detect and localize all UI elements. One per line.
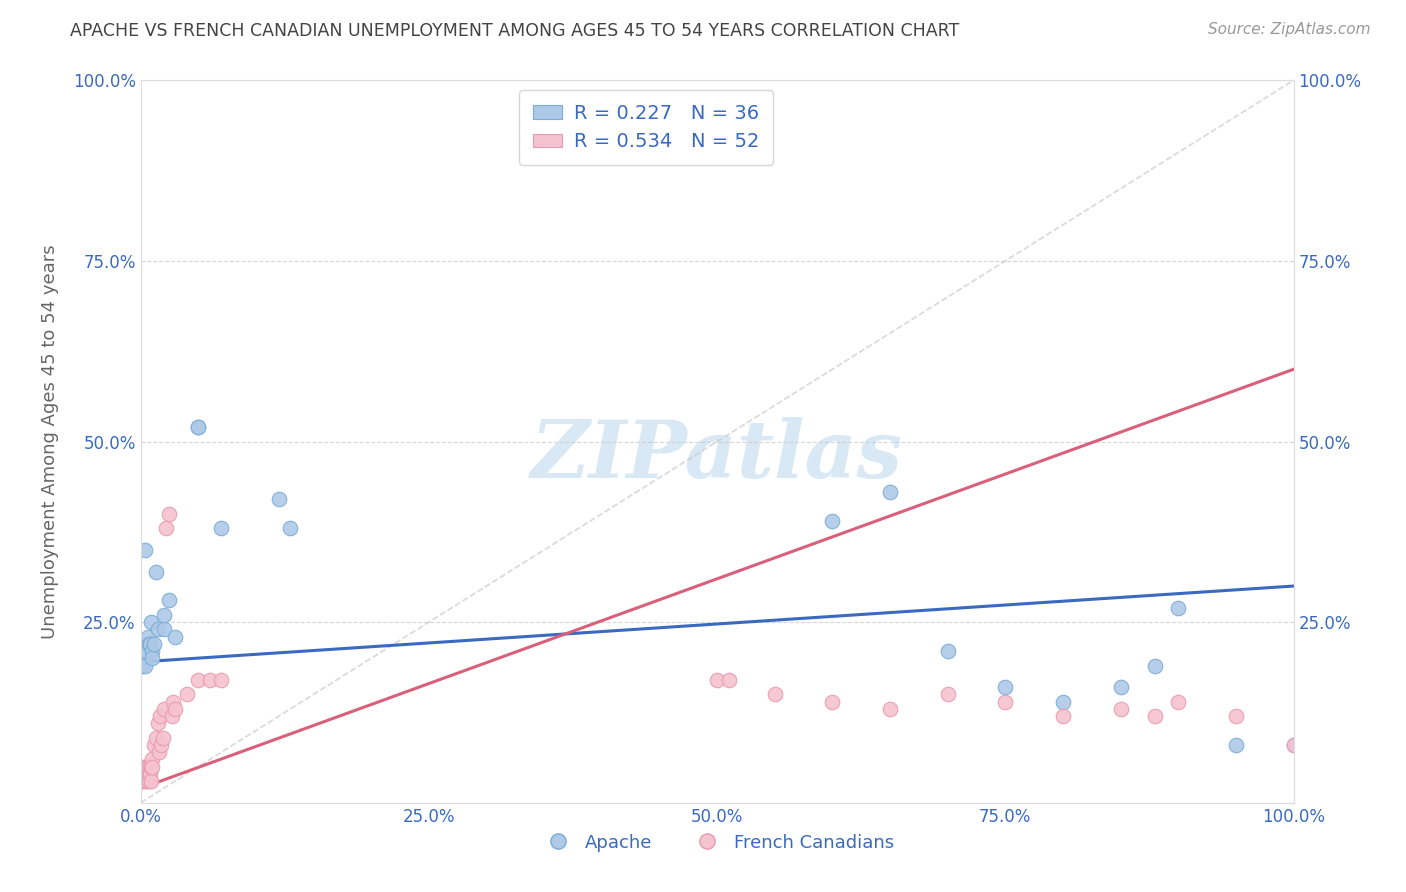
Point xyxy=(936,687,959,701)
Point xyxy=(994,680,1017,694)
Point xyxy=(155,521,177,535)
Point xyxy=(129,774,152,789)
Point xyxy=(1282,738,1305,752)
Point xyxy=(1225,709,1247,723)
Point xyxy=(209,521,232,535)
Point xyxy=(187,420,209,434)
Point xyxy=(143,637,166,651)
Point xyxy=(1109,702,1132,716)
Point xyxy=(131,774,153,789)
Point xyxy=(138,637,160,651)
Point xyxy=(134,760,156,774)
Point xyxy=(879,485,901,500)
Point xyxy=(209,673,232,687)
Point xyxy=(165,630,187,644)
Point xyxy=(139,615,162,630)
Text: APACHE VS FRENCH CANADIAN UNEMPLOYMENT AMONG AGES 45 TO 54 YEARS CORRELATION CHA: APACHE VS FRENCH CANADIAN UNEMPLOYMENT A… xyxy=(70,22,959,40)
Point xyxy=(139,637,162,651)
Point xyxy=(176,687,198,701)
Point xyxy=(152,702,174,716)
Point xyxy=(717,673,740,687)
Point xyxy=(936,644,959,658)
Point xyxy=(187,673,209,687)
Point xyxy=(821,695,844,709)
Point xyxy=(134,658,156,673)
Point xyxy=(152,607,174,622)
Point xyxy=(132,651,155,665)
Point xyxy=(131,651,153,665)
Point xyxy=(162,695,184,709)
Point xyxy=(132,760,155,774)
Point xyxy=(134,767,156,781)
Text: Source: ZipAtlas.com: Source: ZipAtlas.com xyxy=(1208,22,1371,37)
Point xyxy=(1282,738,1305,752)
Point xyxy=(138,767,160,781)
Point xyxy=(132,774,155,789)
Point xyxy=(136,630,159,644)
Y-axis label: Unemployment Among Ages 45 to 54 years: Unemployment Among Ages 45 to 54 years xyxy=(41,244,59,639)
Point xyxy=(131,658,153,673)
Point xyxy=(152,731,174,745)
Point xyxy=(135,644,157,658)
Point xyxy=(143,738,166,752)
Point xyxy=(135,637,157,651)
Point xyxy=(146,716,169,731)
Point xyxy=(139,767,162,781)
Point xyxy=(159,593,180,607)
Point xyxy=(1167,600,1189,615)
Point xyxy=(1052,695,1074,709)
Point xyxy=(136,760,159,774)
Point xyxy=(763,687,786,701)
Point xyxy=(1144,658,1167,673)
Point xyxy=(132,767,155,781)
Point xyxy=(132,644,155,658)
Point xyxy=(159,507,180,521)
Point xyxy=(879,702,901,716)
Point xyxy=(148,745,170,759)
Point xyxy=(139,760,162,774)
Point xyxy=(150,738,173,752)
Point xyxy=(267,492,290,507)
Point xyxy=(131,767,153,781)
Point xyxy=(198,673,221,687)
Point xyxy=(145,731,167,745)
Point xyxy=(706,673,728,687)
Point xyxy=(135,774,157,789)
Point xyxy=(280,521,302,535)
Point xyxy=(129,767,152,781)
Legend: Apache, French Canadians: Apache, French Canadians xyxy=(533,826,901,859)
Point xyxy=(141,651,163,665)
Point xyxy=(821,514,844,528)
Point xyxy=(149,709,172,723)
Point xyxy=(1144,709,1167,723)
Point xyxy=(132,767,155,781)
Point xyxy=(1225,738,1247,752)
Point xyxy=(145,565,167,579)
Point xyxy=(136,767,159,781)
Point xyxy=(1167,695,1189,709)
Point xyxy=(141,644,163,658)
Point xyxy=(994,695,1017,709)
Text: ZIPatlas: ZIPatlas xyxy=(531,417,903,495)
Point xyxy=(141,752,163,766)
Point xyxy=(160,709,183,723)
Point xyxy=(141,760,163,774)
Point xyxy=(165,702,187,716)
Point xyxy=(187,420,209,434)
Point xyxy=(152,623,174,637)
Point xyxy=(146,623,169,637)
Point xyxy=(1109,680,1132,694)
Point xyxy=(139,760,162,774)
Point xyxy=(139,774,162,789)
Point xyxy=(1052,709,1074,723)
Point xyxy=(138,774,160,789)
Point xyxy=(135,767,157,781)
Point xyxy=(134,542,156,557)
